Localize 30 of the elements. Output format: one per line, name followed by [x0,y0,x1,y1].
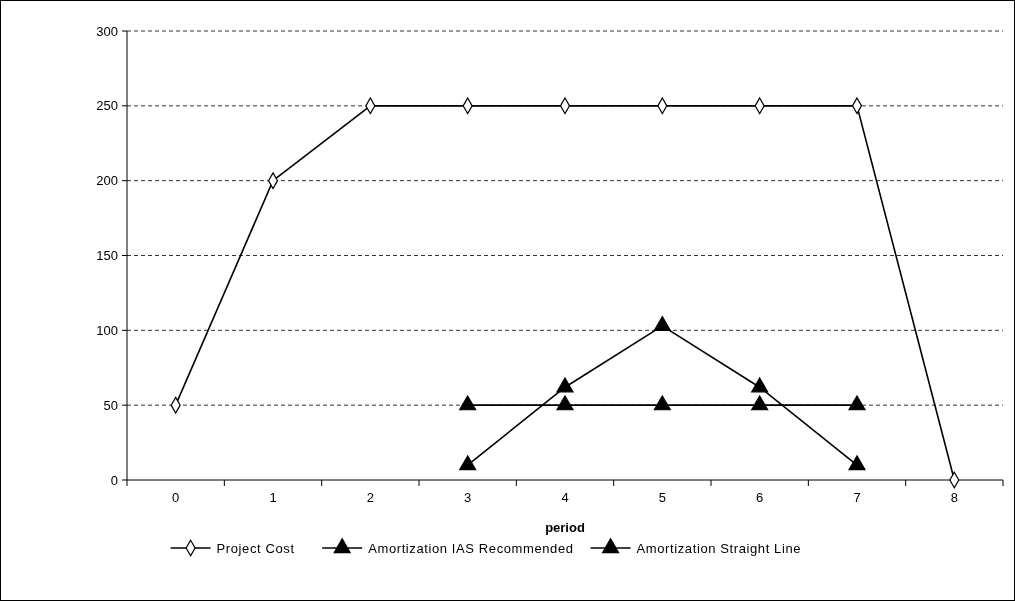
y-tick-label: 100 [96,322,118,338]
x-tick-label: 1 [269,490,277,505]
point [459,395,477,411]
y-tick-label: 300 [96,23,118,39]
point [653,316,671,332]
point [653,395,671,411]
point [848,395,866,411]
legend-label: Amortization IAS Recommended [368,540,574,556]
y-tick-label: 200 [96,173,118,189]
x-tick-label: 7 [853,490,861,505]
legend-label: Amortization Straight Line [636,540,802,556]
point [556,377,574,393]
x-tick-label: 8 [950,490,958,505]
y-tick-label: 250 [96,98,118,114]
point [848,455,866,471]
x-tick-label: 6 [756,490,764,505]
point [751,377,769,393]
y-tick-label: 50 [103,397,118,413]
legend-label: Project Cost [216,540,295,556]
y-tick-label: 150 [96,248,118,264]
y-tick-label: 0 [110,472,118,488]
x-tick-label: 3 [464,490,472,505]
x-tick-label: 4 [561,490,569,505]
point [459,455,477,471]
x-tick-label: 5 [658,490,666,505]
x-axis-title: period [545,520,585,535]
point [751,395,769,411]
x-tick-label: 0 [172,490,180,505]
x-tick-label: 2 [366,490,374,505]
point [556,395,574,411]
